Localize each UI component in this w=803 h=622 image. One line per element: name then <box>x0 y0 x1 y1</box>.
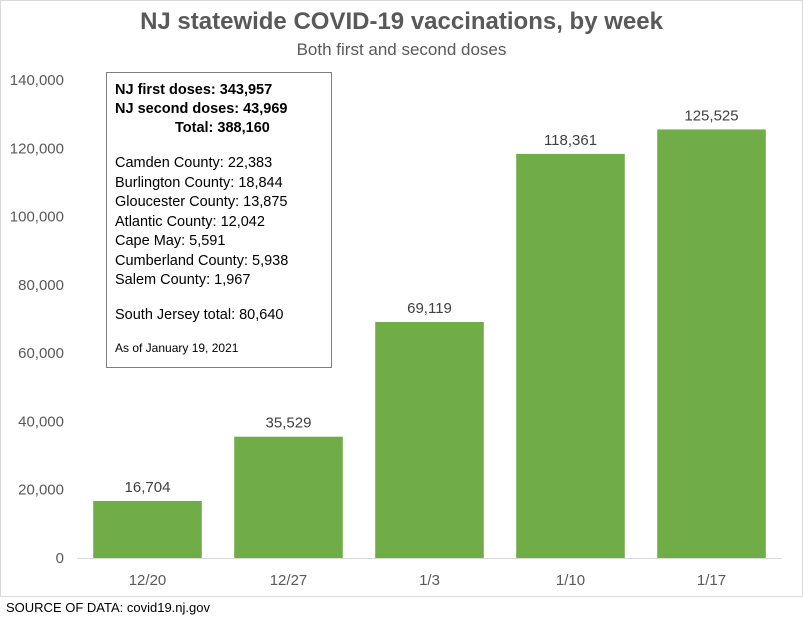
chart-subtitle: Both first and second doses <box>296 40 507 59</box>
y-tick-label: 20,000 <box>18 482 64 499</box>
y-tick-label: 80,000 <box>18 277 64 294</box>
data-label: 125,525 <box>684 107 738 124</box>
x-tick-label: 1/10 <box>556 572 585 589</box>
y-tick-label: 100,000 <box>10 209 64 226</box>
x-tick-label: 1/3 <box>419 572 440 589</box>
county-line: Camden County: 22,383 <box>115 155 273 171</box>
bar <box>93 500 202 558</box>
y-tick-label: 140,000 <box>10 72 64 89</box>
county-line: Salem County: 1,967 <box>115 272 251 288</box>
south-jersey-total-text: South Jersey total: 80,640 <box>115 306 284 323</box>
county-line: Cape May: 5,591 <box>115 233 226 249</box>
county-line: Cumberland County: 5,938 <box>115 252 289 269</box>
total-doses-text: Total: 388,160 <box>175 120 270 136</box>
county-line: Burlington County: 18,844 <box>115 174 283 191</box>
chart-title: NJ statewide COVID-19 vaccinations, by w… <box>140 8 663 35</box>
annotation-box: NJ first doses: 343,957 NJ second doses:… <box>106 72 332 368</box>
bar <box>375 322 484 558</box>
source-note: SOURCE OF DATA: covid19.nj.gov <box>6 600 210 615</box>
bar-chart: 0 20,000 40,000 60,000 80,000 100,000 120,000 1… <box>10 72 782 589</box>
data-label: 35,529 <box>266 415 312 432</box>
y-tick-label: 40,000 <box>18 413 64 430</box>
bar <box>516 153 625 559</box>
bar <box>657 129 766 558</box>
y-tick-label: 60,000 <box>18 345 64 362</box>
data-label: 16,704 <box>125 479 171 496</box>
x-tick-label: 12/27 <box>270 572 308 589</box>
second-doses-text: NJ second doses: 43,969 <box>115 101 288 117</box>
first-doses-text: NJ first doses: 343,957 <box>115 82 273 98</box>
x-tick-label: 1/17 <box>697 572 726 589</box>
data-label: 69,119 <box>407 300 452 317</box>
county-line: Gloucester County: 13,875 <box>115 194 288 210</box>
data-label: 118,361 <box>544 132 597 149</box>
y-tick-label: 0 <box>56 550 64 567</box>
as-of-date-text: As of January 19, 2021 <box>115 341 239 355</box>
county-line: Atlantic County: 12,042 <box>115 213 265 230</box>
x-tick-label: 12/20 <box>129 572 167 589</box>
bar <box>234 436 343 558</box>
y-tick-label: 120,000 <box>10 140 64 157</box>
